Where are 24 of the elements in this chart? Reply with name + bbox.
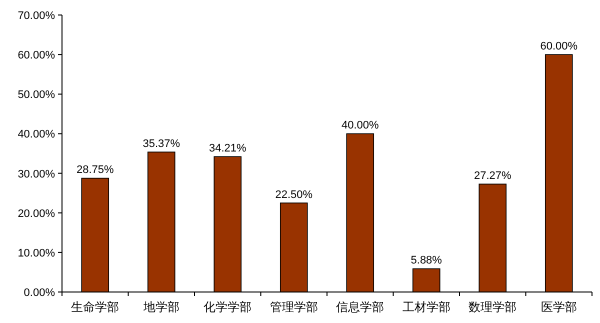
data-label: 28.75% — [76, 164, 114, 176]
y-tick-label: 30.00% — [18, 168, 56, 180]
y-tick-label: 20.00% — [18, 208, 56, 220]
data-label: 5.88% — [410, 254, 442, 267]
y-tick-label: 60.00% — [18, 50, 56, 62]
data-label: 60.00% — [540, 40, 578, 53]
x-tick-label: 医学部 — [540, 300, 577, 314]
y-tick-label: 70.00% — [18, 10, 56, 22]
x-tick-label: 生命学部 — [71, 300, 120, 314]
data-label: 34.21% — [208, 142, 246, 155]
data-label: 35.37% — [142, 138, 180, 150]
y-tick-label: 40.00% — [18, 128, 56, 141]
y-tick-label: 0.00% — [24, 287, 56, 299]
x-tick-label: 信息学部 — [336, 300, 384, 314]
data-label: 27.27% — [474, 170, 512, 182]
x-tick-label: 数理学部 — [468, 300, 517, 314]
x-tick-label: 地学部 — [142, 300, 180, 314]
x-tick-label: 化学学部 — [204, 300, 252, 314]
data-label: 22.50% — [275, 188, 313, 201]
y-tick-label: 50.00% — [18, 89, 56, 102]
x-tick-label: 工材学部 — [402, 300, 450, 314]
data-label: 40.00% — [341, 120, 379, 132]
y-tick-label: 10.00% — [18, 247, 56, 260]
x-tick-label: 管理学部 — [270, 300, 318, 314]
